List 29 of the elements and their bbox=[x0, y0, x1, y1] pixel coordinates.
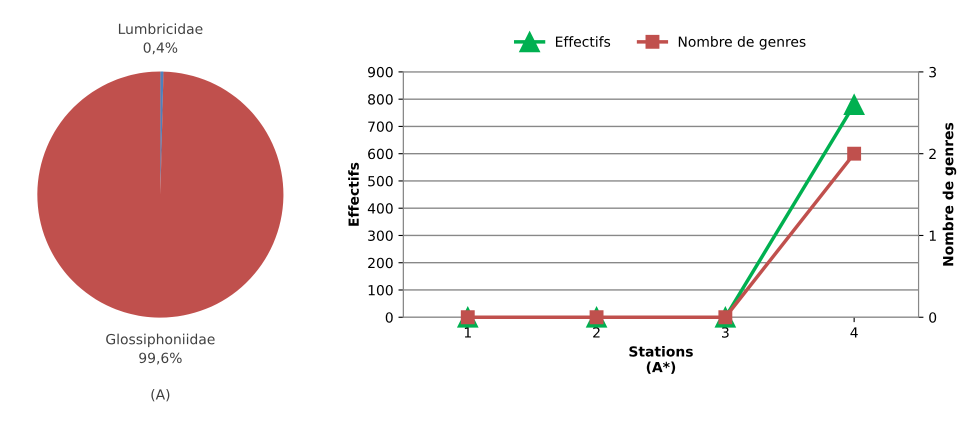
y-tick-label: 700 bbox=[368, 121, 393, 132]
y-tick-label: 400 bbox=[368, 203, 393, 214]
y2-tick-label: 2 bbox=[929, 148, 936, 159]
x-axis-title: Stations (A*) bbox=[629, 346, 693, 374]
x-tick-label: 4 bbox=[850, 327, 858, 338]
y-tick-label: 100 bbox=[368, 284, 393, 296]
y-tick-label: 300 bbox=[368, 230, 393, 241]
slice-label: Lumbricidae bbox=[118, 23, 202, 34]
legend-label: Effectifs bbox=[556, 36, 610, 47]
y-tick-label: 600 bbox=[368, 148, 393, 160]
y-tick-label: 800 bbox=[368, 94, 393, 105]
slice-label: Glossiphoniidae bbox=[106, 334, 215, 348]
x-tick-label: 1 bbox=[464, 327, 471, 338]
y2-tick-label: 1 bbox=[930, 230, 936, 241]
x-tick-label: 3 bbox=[722, 327, 729, 338]
y2-tick-label: 3 bbox=[929, 66, 936, 78]
y-tick-label: 200 bbox=[368, 258, 393, 268]
y2-tick-label: 0 bbox=[929, 312, 936, 323]
data-label: 99,6% bbox=[139, 352, 182, 365]
y-axis-title: Effectifs bbox=[348, 162, 359, 226]
y-tick-label: 900 bbox=[368, 66, 393, 78]
legend-label: Nombre de genres bbox=[678, 36, 806, 50]
y-tick-label: 0 bbox=[386, 312, 393, 323]
text: (A) bbox=[151, 389, 170, 402]
y-tick-label: 500 bbox=[368, 176, 393, 186]
y2-axis-title: Nombre de genres bbox=[942, 122, 956, 266]
data-label: 0,4% bbox=[144, 42, 178, 54]
x-tick-label: 2 bbox=[593, 327, 600, 338]
pie-slice bbox=[37, 72, 284, 318]
